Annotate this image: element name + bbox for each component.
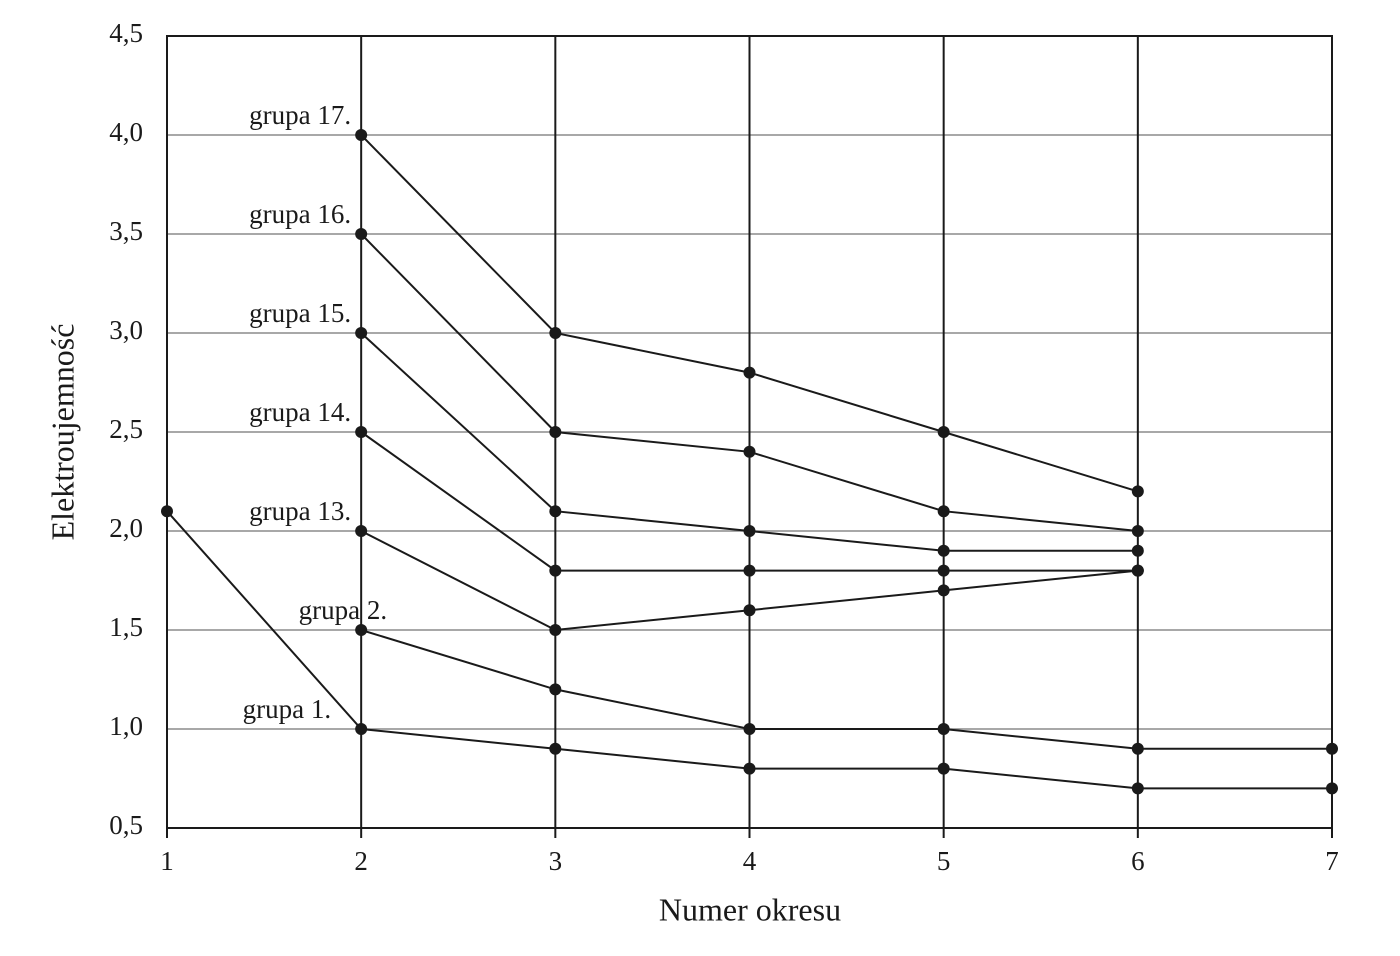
data-point xyxy=(1326,742,1338,755)
series-label: grupa 17. xyxy=(249,100,351,130)
x-tick-label: 7 xyxy=(1325,846,1339,876)
y-tick-label: 4,0 xyxy=(109,117,143,147)
data-point xyxy=(937,426,950,438)
data-point xyxy=(549,505,562,518)
data-point xyxy=(743,604,756,617)
data-point xyxy=(1326,782,1338,795)
y-tick-label: 1,0 xyxy=(109,711,143,741)
series-label: grupa 13. xyxy=(249,496,351,526)
series-label: grupa 2. xyxy=(299,595,387,625)
data-point xyxy=(549,327,562,339)
data-point xyxy=(549,624,562,636)
series-label: grupa 15. xyxy=(249,298,351,328)
data-point xyxy=(1131,782,1144,795)
data-point xyxy=(1131,485,1144,498)
y-tick-label: 3,5 xyxy=(109,216,143,246)
x-tick-label: 2 xyxy=(354,846,368,876)
x-tick-label: 4 xyxy=(743,846,757,876)
y-tick-label: 4,5 xyxy=(109,18,143,48)
data-point xyxy=(355,624,368,636)
data-point xyxy=(1131,544,1144,557)
data-point xyxy=(937,762,950,775)
y-tick-label: 0,5 xyxy=(109,810,143,840)
data-point xyxy=(1131,742,1144,755)
data-point xyxy=(355,129,368,141)
series-label: grupa 16. xyxy=(249,199,351,229)
x-tick-label: 5 xyxy=(937,846,951,876)
y-tick-label: 3,0 xyxy=(109,315,143,345)
y-tick-label: 1,5 xyxy=(109,612,143,642)
x-tick-label: 3 xyxy=(549,846,563,876)
data-point xyxy=(549,742,562,755)
data-point xyxy=(549,683,562,696)
plot-frame xyxy=(166,35,1333,829)
x-tick-label: 1 xyxy=(160,846,174,876)
series-line xyxy=(360,629,1332,750)
x-tick-label: 6 xyxy=(1131,846,1145,876)
x-axis-label: Numer okresu xyxy=(659,891,841,927)
data-point xyxy=(743,445,756,458)
y-axis-label: Elektroujemność xyxy=(44,324,80,541)
data-point xyxy=(355,723,368,735)
data-point xyxy=(743,366,756,379)
data-point xyxy=(937,505,950,518)
data-point xyxy=(1131,564,1144,577)
data-point xyxy=(355,426,368,438)
data-point xyxy=(1131,525,1144,537)
data-point xyxy=(937,584,950,597)
data-point xyxy=(743,762,756,775)
series-label: grupa 14. xyxy=(249,397,351,427)
data-point xyxy=(549,564,562,577)
data-point xyxy=(937,723,950,735)
data-point xyxy=(355,327,368,339)
y-tick-label: 2,0 xyxy=(109,513,143,543)
data-point xyxy=(355,525,368,537)
data-point xyxy=(549,426,562,438)
data-point xyxy=(937,564,950,577)
data-point xyxy=(161,505,173,518)
data-point xyxy=(743,723,756,735)
data-point xyxy=(937,544,950,557)
data-point xyxy=(743,564,756,577)
y-tick-label: 2,5 xyxy=(109,414,143,444)
series-label: grupa 1. xyxy=(243,694,331,724)
data-point xyxy=(743,525,756,537)
data-point xyxy=(355,228,368,240)
